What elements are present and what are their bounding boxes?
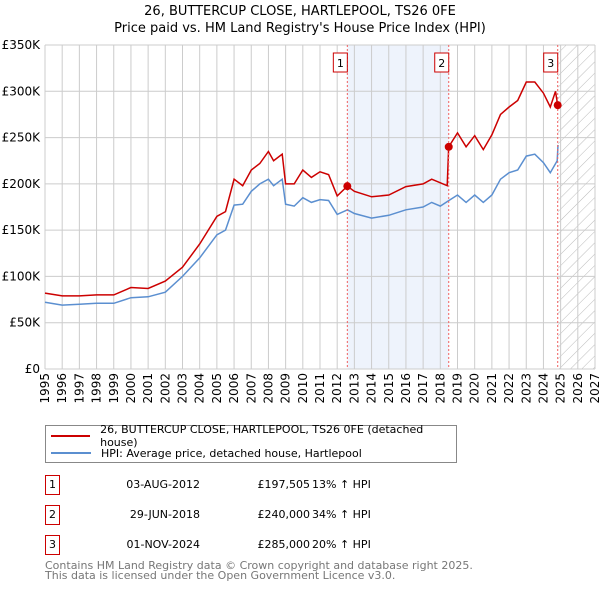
x-tick-label: 2005 (210, 373, 224, 404)
sale-marker-label: 3 (547, 57, 554, 70)
x-tick-label: 2003 (176, 373, 190, 404)
legend-label: HPI: Average price, detached house, Hart… (101, 446, 362, 460)
sale-marker-label: 1 (337, 57, 344, 70)
x-tick-label: 2018 (433, 373, 447, 404)
x-tick-label: 2010 (296, 373, 310, 404)
x-tick-label: 2002 (158, 373, 172, 404)
x-tick-label: 2001 (141, 373, 155, 404)
x-tick-label: 2025 (554, 373, 568, 404)
x-tick-label: 1998 (90, 373, 104, 404)
footer: Contains HM Land Registry data © Crown c… (45, 559, 473, 582)
sale-row: 1 03-AUG-2012 £197,505 13% ↑ HPI (45, 475, 465, 495)
x-tick-label: 2015 (382, 373, 396, 404)
x-tick-label: 2000 (124, 373, 138, 404)
chart-title: 26, BUTTERCUP CLOSE, HARTLEPOOL, TS26 0F… (144, 4, 456, 19)
x-tick-label: 2024 (536, 373, 550, 404)
x-tick-label: 2007 (244, 373, 258, 404)
sale-hpi: 13% ↑ HPI (312, 478, 371, 491)
sale-marker-box (332, 52, 348, 73)
sale-marker: 3 (45, 535, 60, 555)
x-tick-label: 2023 (519, 373, 533, 404)
sale-row: 2 29-JUN-2018 £240,000 34% ↑ HPI (45, 505, 465, 525)
x-tick-label: 2027 (588, 373, 600, 404)
footer-line: Contains HM Land Registry data © Crown c… (45, 559, 473, 572)
legend: 26, BUTTERCUP CLOSE, HARTLEPOOL, TS26 0F… (45, 423, 457, 463)
chart-subtitle: Price paid vs. HM Land Registry's House … (114, 21, 486, 36)
sale-marker-box (434, 52, 450, 73)
x-tick-label: 2022 (502, 373, 516, 404)
sale-point (343, 182, 352, 191)
y-tick-label: £350K (2, 38, 42, 52)
sale-point (444, 142, 453, 151)
highlight-region (347, 45, 449, 369)
x-tick-label: 2020 (468, 373, 482, 404)
sale-price: £240,000 (257, 508, 311, 521)
sale-point (553, 101, 562, 110)
y-tick-label: £0 (25, 362, 40, 376)
x-tick-label: 1995 (38, 373, 52, 404)
footer-line: This data is licensed under the Open Gov… (45, 569, 396, 582)
y-tick-label: £100K (2, 269, 42, 283)
x-tick-label: 2012 (330, 373, 344, 404)
legend-swatch-red (51, 435, 91, 437)
sale-date: 29-JUN-2018 (129, 508, 200, 521)
x-tick-label: 2026 (571, 373, 585, 404)
x-tick-label: 2009 (279, 373, 293, 404)
legend-item-hpi: HPI: Average price, detached house, Hart… (51, 445, 362, 461)
sale-hpi: 34% ↑ HPI (312, 508, 371, 521)
sale-price: £285,000 (257, 538, 311, 551)
property-price-line (44, 81, 559, 297)
sale-marker: 2 (45, 505, 60, 525)
x-tick-label: 2014 (365, 373, 379, 404)
x-tick-label: 2011 (313, 373, 327, 404)
y-tick-label: £250K (2, 131, 42, 145)
x-tick-label: 1999 (107, 373, 121, 404)
sale-marker-label: 2 (438, 57, 445, 70)
x-tick-label: 2004 (193, 373, 207, 404)
sale-hpi: 20% ↑ HPI (312, 538, 371, 551)
y-tick-label: £300K (2, 84, 42, 98)
sale-marker-box (543, 52, 559, 73)
y-tick-label: £150K (2, 223, 42, 237)
sale-price: £197,505 (257, 478, 311, 491)
x-tick-label: 2021 (485, 373, 499, 404)
x-tick-label: 2017 (416, 373, 430, 404)
sale-date: 03-AUG-2012 (126, 478, 200, 491)
x-tick-label: 1997 (72, 373, 86, 404)
legend-label: 26, BUTTERCUP CLOSE, HARTLEPOOL, TS26 0F… (100, 423, 424, 449)
sale-date: 01-NOV-2024 (126, 538, 200, 551)
future-hatched-region (557, 45, 595, 369)
legend-item-property: 26, BUTTERCUP CLOSE, HARTLEPOOL, TS26 0F… (51, 423, 456, 449)
x-tick-label: 2019 (451, 373, 465, 404)
sale-row: 3 01-NOV-2024 £285,000 20% ↑ HPI (45, 535, 465, 555)
sale-marker: 1 (45, 475, 60, 495)
x-tick-label: 1996 (55, 373, 69, 404)
x-tick-label: 2016 (399, 373, 413, 404)
x-tick-label: 2006 (227, 373, 241, 404)
legend-swatch-blue (51, 452, 91, 454)
y-tick-label: £200K (2, 177, 42, 191)
x-tick-label: 2013 (347, 373, 361, 404)
x-tick-label: 2008 (261, 373, 275, 404)
hpi-line (44, 144, 559, 306)
y-tick-label: £50K (9, 316, 41, 330)
price-chart: £0 £50K £100K £150K £200K £250K £300K £350K 1995… (2, 38, 600, 404)
